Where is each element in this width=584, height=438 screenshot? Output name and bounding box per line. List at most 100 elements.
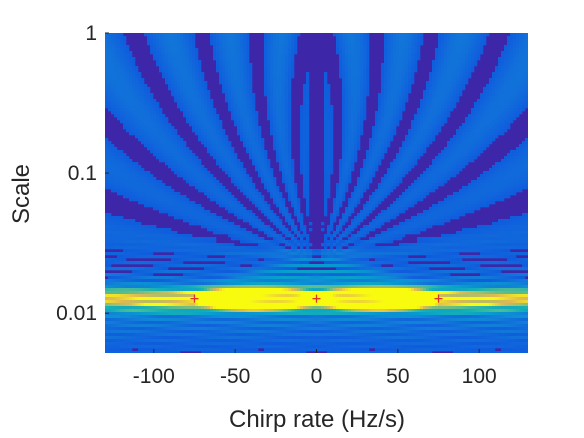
heat-cell — [477, 114, 481, 118]
heat-cell — [120, 96, 124, 100]
heat-cell — [450, 63, 454, 67]
heat-cell — [486, 33, 490, 37]
heat-cell — [435, 159, 439, 163]
heat-cell — [234, 42, 238, 46]
heat-cell — [273, 66, 277, 70]
heat-cell — [138, 123, 142, 127]
heat-cell — [264, 66, 268, 70]
heat-cell — [504, 69, 508, 73]
heat-cell — [249, 114, 253, 118]
heat-cell — [273, 189, 277, 193]
heat-cell — [471, 132, 475, 136]
heat-cell — [180, 144, 184, 148]
heat-cell — [360, 177, 364, 181]
heat-cell — [147, 108, 151, 112]
heat-cell — [510, 162, 514, 166]
heat-cell — [252, 117, 256, 121]
heat-cell — [183, 36, 187, 40]
heat-cell — [240, 135, 244, 139]
heat-cell — [177, 144, 181, 148]
heat-cell — [126, 54, 130, 58]
heat-cell — [327, 93, 331, 97]
heat-cell — [501, 129, 505, 133]
heat-cell — [468, 135, 472, 139]
heat-cell — [150, 183, 154, 187]
heat-cell — [159, 135, 163, 139]
heat-cell — [453, 69, 457, 73]
heat-cell — [396, 63, 400, 67]
heat-cell — [390, 48, 394, 52]
heat-cell — [231, 72, 235, 76]
heat-cell — [384, 33, 388, 37]
heat-cell — [441, 150, 445, 154]
heat-cell — [180, 108, 184, 112]
heat-cell — [231, 105, 235, 109]
heat-cell — [366, 156, 370, 160]
heat-cell — [270, 75, 274, 79]
heat-cell — [111, 51, 115, 55]
heat-cell — [462, 39, 466, 43]
heat-cell — [210, 102, 214, 106]
heat-cell — [483, 90, 487, 94]
heat-cell — [216, 132, 220, 136]
heat-cell — [279, 156, 283, 160]
heat-cell — [420, 120, 424, 124]
heat-cell — [426, 126, 430, 130]
heat-cell — [507, 57, 511, 61]
heat-cell — [441, 156, 445, 160]
heat-cell — [498, 105, 502, 109]
heat-cell — [279, 192, 283, 196]
heat-cell — [480, 117, 484, 121]
heat-cell — [303, 171, 307, 175]
heat-cell — [390, 180, 394, 184]
heat-cell — [342, 72, 346, 76]
heat-cell — [288, 81, 292, 85]
heat-cell — [267, 174, 271, 178]
heat-cell — [285, 84, 289, 88]
heat-cell — [480, 177, 484, 181]
heat-cell — [249, 66, 253, 70]
heat-cell — [357, 63, 361, 67]
heat-cell — [360, 117, 364, 121]
heat-cell — [270, 39, 274, 43]
heat-cell — [282, 96, 286, 100]
heat-cell — [222, 75, 226, 79]
heat-cell — [237, 183, 241, 187]
heat-cell — [444, 93, 448, 97]
heat-cell — [366, 63, 370, 67]
heat-cell — [156, 150, 160, 154]
heat-cell — [408, 78, 412, 82]
heat-cell — [285, 78, 289, 82]
heat-cell — [510, 99, 514, 103]
heat-cell — [516, 165, 520, 169]
heat-cell — [180, 81, 184, 85]
heat-cell — [399, 105, 403, 109]
heat-cell — [159, 138, 163, 142]
heat-cell — [243, 174, 247, 178]
heat-cell — [477, 42, 481, 46]
heat-cell — [288, 141, 292, 145]
heat-cell — [114, 105, 118, 109]
heat-cell — [249, 81, 253, 85]
heat-cell — [420, 99, 424, 103]
heat-cell — [282, 162, 286, 166]
heat-cell — [246, 111, 250, 115]
heat-cell — [237, 180, 241, 184]
heat-cell — [324, 99, 328, 103]
heat-cell — [285, 66, 289, 70]
heat-cell — [432, 159, 436, 163]
heat-cell — [132, 78, 136, 82]
heat-cell — [489, 177, 493, 181]
heat-cell — [192, 168, 196, 172]
heat-cell — [387, 135, 391, 139]
heat-cell — [345, 72, 349, 76]
heat-cell — [237, 51, 241, 55]
heat-cell — [111, 180, 115, 184]
heat-cell — [195, 99, 199, 103]
heat-cell — [243, 105, 247, 109]
heat-cell — [231, 48, 235, 52]
heat-cell — [507, 81, 511, 85]
heat-cell — [516, 114, 520, 118]
heat-cell — [435, 48, 439, 52]
heat-cell — [495, 132, 499, 136]
